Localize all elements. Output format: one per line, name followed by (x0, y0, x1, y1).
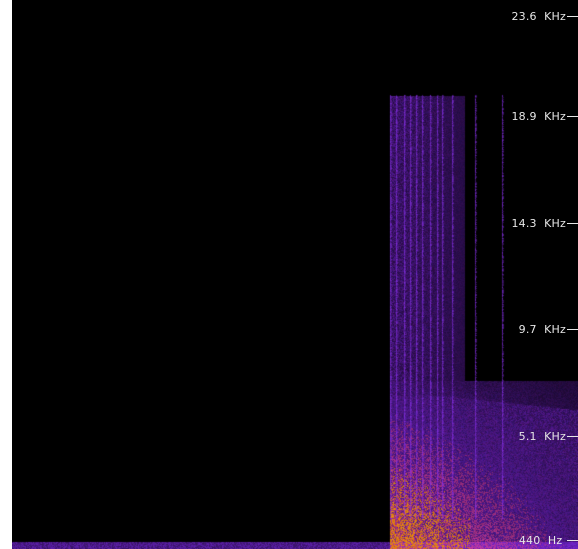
freq-tick: 9.7 KHz (519, 322, 578, 336)
freq-tick-label: 5.1 KHz (518, 429, 566, 443)
freq-tick: 23.6 KHz (511, 9, 578, 23)
freq-tick: 18.9 KHz (511, 109, 578, 123)
freq-tick-label: 9.7 KHz (518, 322, 566, 336)
freq-tick-label: 14.3 KHz (511, 216, 566, 230)
freq-tick-mark (567, 15, 578, 17)
freq-tick: 5.1 KHz (519, 429, 578, 443)
freq-tick-mark (567, 222, 578, 224)
freq-tick-label: 18.9 KHz (511, 109, 566, 123)
freq-tick: 440 Hz (519, 533, 578, 547)
freq-tick-mark (567, 435, 578, 437)
freq-tick-mark (567, 539, 578, 541)
spectrogram-heatmap (12, 0, 578, 549)
freq-tick: 14.3 KHz (511, 216, 578, 230)
spectrogram-plot: 23.6 KHz 18.9 KHz 14.3 KHz 9.7 KHz 5.1 K… (12, 0, 578, 549)
freq-tick-label: 440 Hz (518, 533, 566, 547)
freq-tick-mark (567, 115, 578, 117)
freq-tick-label: 23.6 KHz (511, 9, 566, 23)
freq-tick-mark (567, 328, 578, 330)
